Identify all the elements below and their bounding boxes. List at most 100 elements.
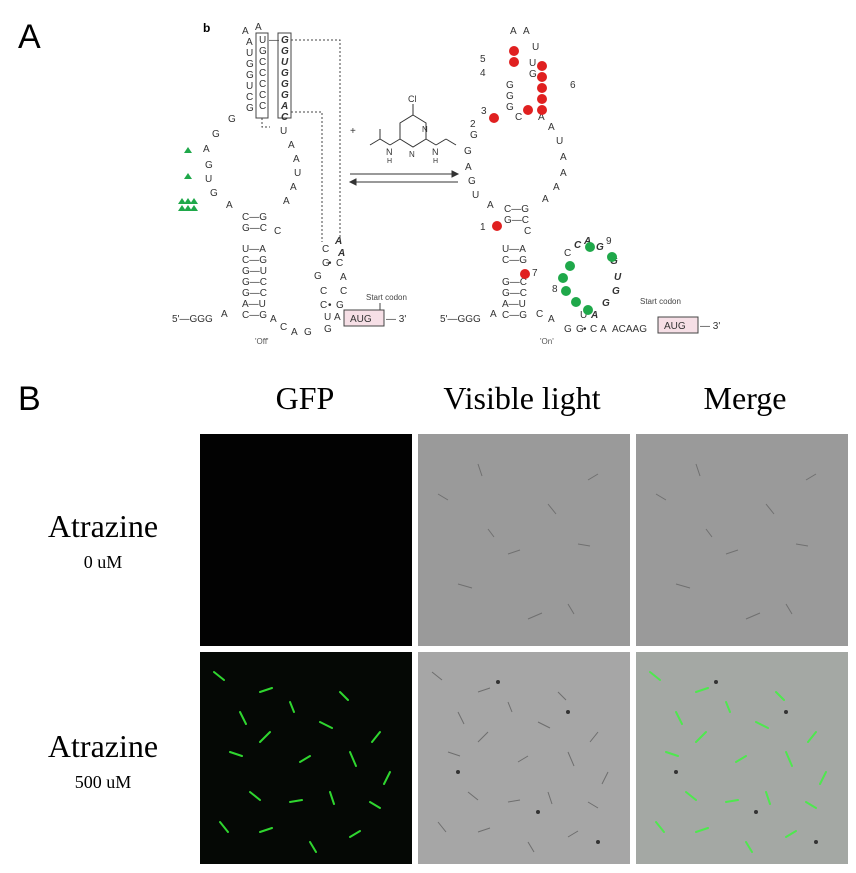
off-label: 'Off': [255, 337, 269, 346]
svg-text:5'—GGG: 5'—GGG: [172, 314, 213, 325]
svg-text:A: A: [590, 310, 598, 321]
svg-text:6: 6: [570, 80, 576, 91]
svg-text:A: A: [490, 309, 497, 320]
svg-text:A: A: [553, 182, 560, 193]
svg-text:A: A: [548, 314, 555, 325]
svg-text:G: G: [576, 324, 584, 335]
svg-text:G: G: [281, 46, 289, 57]
svg-text:G—U: G—U: [242, 266, 267, 277]
svg-text:A: A: [487, 200, 494, 211]
svg-text:C: C: [320, 286, 327, 297]
svg-text:N: N: [409, 150, 415, 159]
svg-text:G: G: [212, 129, 220, 140]
svg-text:N: N: [386, 147, 393, 157]
column-header-gfp: GFP: [275, 380, 335, 416]
svg-text:G: G: [602, 298, 610, 309]
svg-text:A: A: [203, 144, 210, 155]
svg-text:C: C: [246, 92, 253, 103]
svg-text:— 3': — 3': [700, 321, 720, 332]
svg-text:C: C: [259, 79, 266, 90]
svg-text:4: 4: [480, 68, 486, 79]
svg-text:C: C: [536, 309, 543, 320]
panel-b-letter: B: [18, 380, 41, 418]
panel-a-letter: A: [18, 18, 41, 56]
svg-text:G—C: G—C: [504, 215, 529, 226]
svg-text:G: G: [470, 130, 478, 141]
svg-text:A: A: [337, 248, 345, 259]
svg-text:G: G: [281, 79, 289, 90]
svg-text:C—G: C—G: [242, 212, 267, 223]
svg-text:G: G: [228, 114, 236, 125]
svg-text:C—G: C—G: [242, 255, 267, 266]
svg-text:C: C: [259, 68, 266, 79]
svg-text:A: A: [291, 327, 298, 338]
svg-text:A: A: [583, 236, 591, 247]
svg-text:A: A: [548, 122, 555, 133]
svg-text:G: G: [246, 59, 254, 70]
svg-text:C: C: [320, 300, 327, 311]
column-header-merge: Merge: [703, 380, 787, 416]
svg-text:C—G: C—G: [502, 310, 527, 321]
svg-text:G: G: [612, 286, 620, 297]
svg-text:G: G: [205, 160, 213, 171]
svg-text:AUG: AUG: [664, 321, 686, 332]
svg-text:U: U: [294, 168, 301, 179]
svg-text:C: C: [280, 322, 287, 333]
svg-text:G: G: [281, 90, 289, 101]
svg-text:G: G: [529, 69, 537, 80]
svg-text:•: •: [583, 324, 587, 335]
svg-text:AUG: AUG: [350, 314, 372, 325]
svg-text:C: C: [590, 324, 597, 335]
row-label-concentration-0: 0 uM: [83, 552, 123, 572]
svg-text:A: A: [600, 324, 607, 335]
svg-text:G: G: [281, 35, 289, 46]
svg-text:C: C: [259, 90, 266, 101]
svg-text:•: •: [328, 300, 332, 311]
svg-text:U: U: [614, 272, 622, 283]
svg-text:U: U: [281, 57, 289, 68]
svg-text:A: A: [465, 162, 472, 173]
svg-text:G: G: [304, 327, 312, 338]
svg-text:C: C: [259, 101, 266, 112]
svg-text:U: U: [472, 190, 479, 201]
gfp-image-500um: [200, 652, 412, 864]
svg-text:G: G: [596, 242, 604, 253]
visible-light-image-500um: [418, 652, 630, 864]
svg-text:G—C: G—C: [242, 288, 267, 299]
svg-text:A: A: [340, 272, 347, 283]
svg-text:A: A: [334, 312, 341, 323]
svg-text:A: A: [542, 194, 549, 205]
svg-text:C: C: [274, 226, 281, 237]
svg-text:8: 8: [552, 284, 558, 295]
green-markers: [178, 147, 198, 211]
svg-text:U—A: U—A: [242, 244, 266, 255]
svg-text:U—A: U—A: [502, 244, 526, 255]
svg-text:G: G: [314, 271, 322, 282]
svg-text:A: A: [221, 309, 228, 320]
svg-text:C—G: C—G: [504, 204, 529, 215]
row-label-atrazine-500: Atrazine: [47, 728, 159, 764]
gfp-image-0um: [200, 434, 412, 646]
svg-text:U: U: [529, 58, 536, 69]
merge-image-500um: [636, 652, 848, 864]
svg-text:C: C: [336, 258, 343, 269]
svg-text:U: U: [246, 81, 253, 92]
svg-text:G: G: [246, 103, 254, 114]
green-highlights: [558, 242, 617, 315]
svg-text:9: 9: [606, 236, 612, 247]
svg-text:C: C: [340, 286, 347, 297]
svg-text:C: C: [515, 112, 522, 123]
svg-text:G—C: G—C: [242, 277, 267, 288]
column-header-visible-light: Visible light: [443, 380, 601, 416]
svg-text:G: G: [464, 146, 472, 157]
svg-text:A: A: [538, 112, 545, 123]
svg-text:A: A: [226, 200, 233, 211]
svg-text:A—U: A—U: [242, 299, 266, 310]
svg-text:N: N: [422, 125, 428, 134]
svg-text:G: G: [506, 91, 514, 102]
merge-image-0um: [636, 434, 848, 646]
svg-text:G: G: [322, 258, 330, 269]
svg-text:G: G: [564, 324, 572, 335]
diagram-sub-label: b: [203, 21, 210, 35]
